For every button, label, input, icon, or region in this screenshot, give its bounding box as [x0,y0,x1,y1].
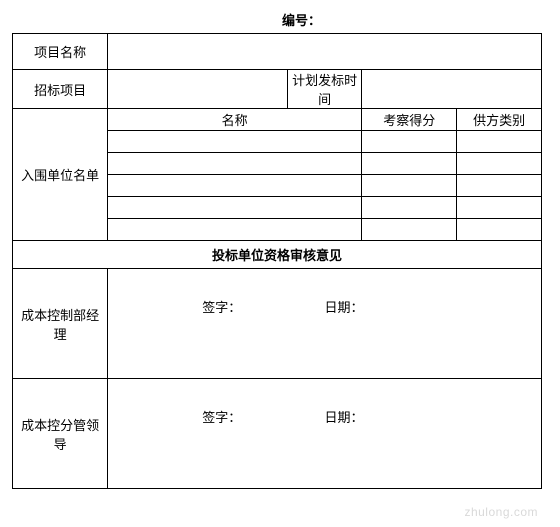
table-row [108,175,362,197]
project-name-value [108,34,542,70]
table-row [108,219,362,241]
table-row [457,153,542,175]
table-row [108,197,362,219]
main-form-table: 项目名称 招标项目 计划发标时间 入围单位名单 名称 考察得分 供方类别 [12,33,542,489]
cost-leader-label: 成本控分管领导 [13,379,108,489]
table-row [457,175,542,197]
table-row [457,197,542,219]
date-label: 日期： [324,297,363,316]
plan-time-value [362,70,542,109]
table-row [457,219,542,241]
table-row [362,131,457,153]
table-row [362,175,457,197]
table-row [362,197,457,219]
table-row [108,153,362,175]
table-row [108,131,362,153]
sign-label: 签字： [202,297,241,316]
plan-time-label: 计划发标时间 [288,70,362,109]
col-score-header: 考察得分 [362,109,457,131]
col-name-header: 名称 [108,109,362,131]
table-row [362,219,457,241]
sign-label: 签字： [202,407,241,426]
date-label: 日期： [324,407,363,426]
watermark-text: zhulong.com [464,505,538,519]
cost-manager-sign-area: 签字： 日期： [108,269,542,379]
project-name-label: 项目名称 [13,34,108,70]
cost-manager-label: 成本控制部经理 [13,269,108,379]
shortlist-label: 入围单位名单 [13,109,108,241]
col-supplier-header: 供方类别 [457,109,542,131]
review-title: 投标单位资格审核意见 [13,241,542,269]
bid-project-value [108,70,288,109]
table-row [457,131,542,153]
bid-project-label: 招标项目 [13,70,108,109]
table-row [362,153,457,175]
cost-leader-sign-area: 签字： 日期： [108,379,542,489]
doc-number-label: 编号： [282,10,542,29]
